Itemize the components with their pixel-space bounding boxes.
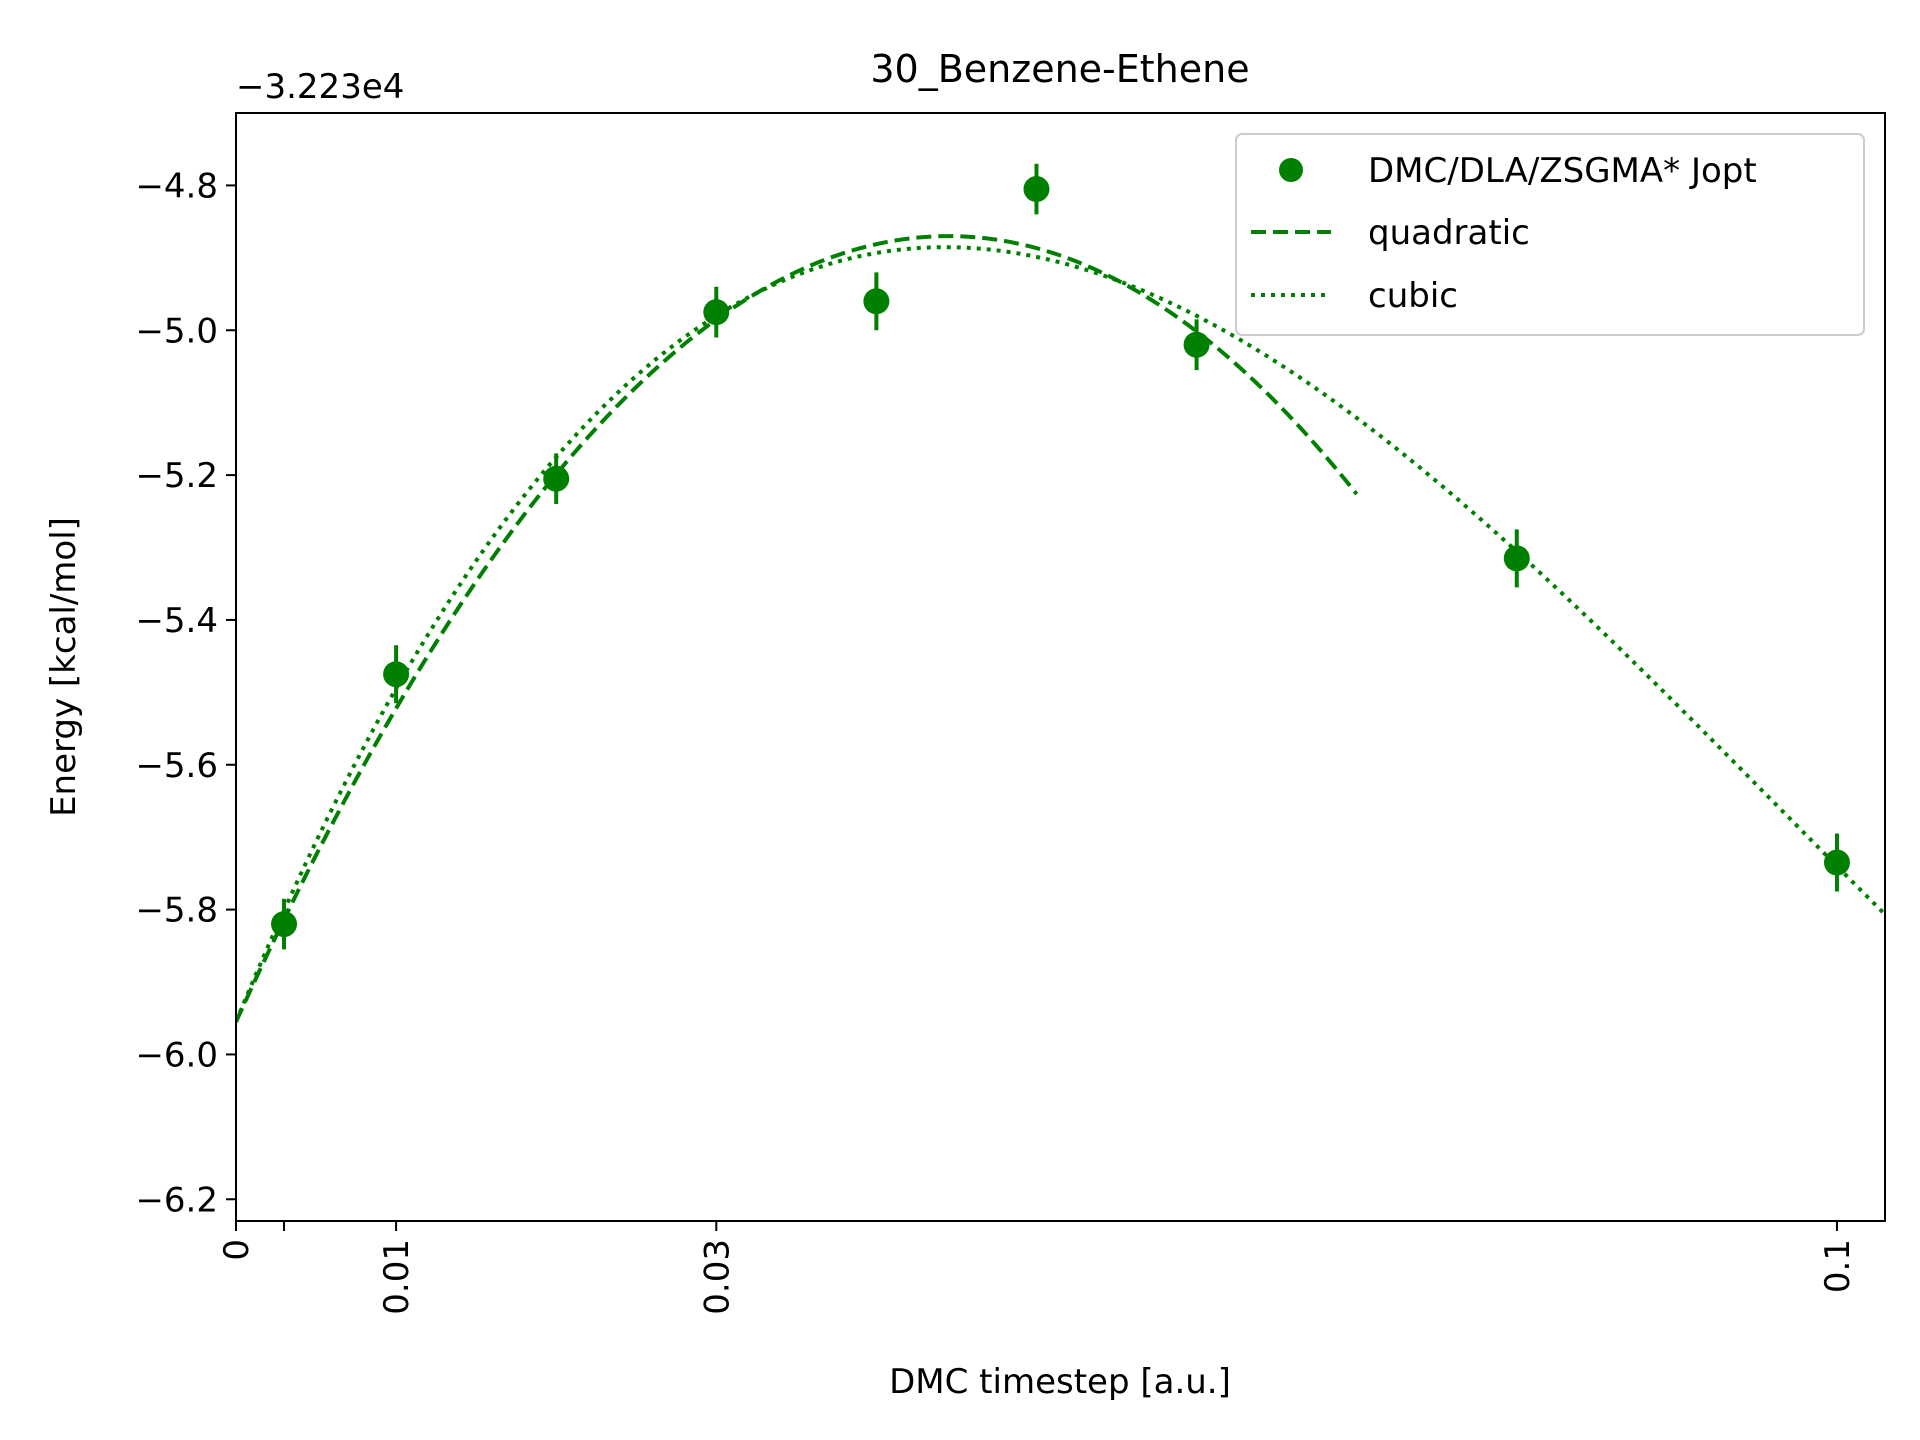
- y-tick-label: −5.4: [135, 601, 218, 641]
- data-point: [1503, 529, 1530, 588]
- y-tick-label: −5.8: [135, 891, 218, 931]
- quadratic-fit-line: [236, 234, 1359, 1023]
- x-axis-label: DMC timestep [a.u.]: [889, 1362, 1231, 1402]
- y-offset-label: −3.223e4: [236, 67, 404, 107]
- legend-label-cubic: cubic: [1368, 276, 1458, 316]
- y-axis: −6.2 −6.0 −5.8 −5.6 −5.4 −5.2 −5.0 −4.8: [135, 166, 236, 1220]
- legend-label-dmc: DMC/DLA/ZSGMA* Jopt: [1368, 151, 1757, 191]
- chart-title: 30_Benzene-Ethene: [870, 47, 1249, 91]
- data-marker: [1183, 331, 1210, 358]
- data-marker: [1023, 176, 1050, 203]
- data-point: [383, 645, 410, 704]
- legend-label-quadratic: quadratic: [1368, 213, 1530, 253]
- data-marker: [383, 661, 410, 688]
- x-axis: 0 0.01 0.03 0.1: [217, 1221, 1858, 1315]
- legend-marker-dmc: [1279, 158, 1303, 182]
- x-tick-label: 0: [217, 1239, 257, 1261]
- x-tick-label: 0.03: [697, 1239, 737, 1315]
- legend: DMC/DLA/ZSGMA* Jopt quadratic cubic: [1235, 133, 1865, 336]
- y-tick-label: −6.2: [135, 1180, 218, 1220]
- y-tick-label: −6.0: [135, 1035, 218, 1075]
- x-tick-label: 0.1: [1818, 1239, 1858, 1293]
- data-point: [271, 898, 298, 950]
- data-marker: [543, 465, 570, 492]
- y-tick-label: −5.6: [135, 746, 218, 786]
- y-tick-label: −5.0: [135, 311, 218, 351]
- y-tick-label: −4.8: [135, 166, 218, 206]
- legend-box: [1235, 133, 1865, 336]
- x-tick-label: 0.01: [377, 1239, 417, 1315]
- data-point: [703, 286, 730, 338]
- data-marker: [1503, 545, 1530, 572]
- data-point: [1023, 163, 1050, 215]
- plot-frame: [235, 112, 1886, 1222]
- y-tick-label: −5.2: [135, 456, 218, 496]
- y-axis-label: Energy [kcal/mol]: [44, 517, 84, 817]
- data-point: [863, 272, 890, 331]
- data-marker: [271, 911, 298, 938]
- data-marker: [1823, 849, 1850, 876]
- data-marker: [703, 299, 730, 326]
- data-point: [1823, 833, 1850, 892]
- data-marker: [863, 288, 890, 315]
- data-point: [1183, 319, 1210, 371]
- cubic-fit-line: [236, 245, 1885, 1023]
- plot-area: [236, 163, 1885, 1023]
- data-point: [543, 453, 570, 505]
